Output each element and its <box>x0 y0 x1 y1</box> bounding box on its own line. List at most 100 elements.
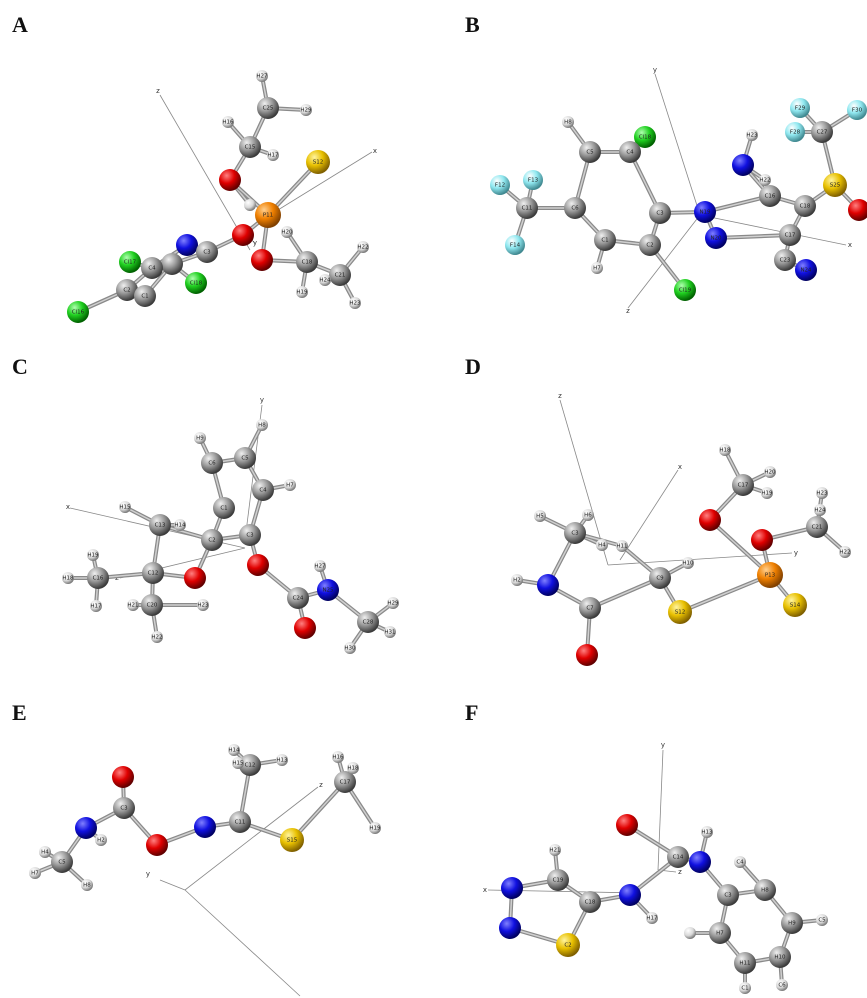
atom-label: C3 <box>120 806 128 812</box>
atom <box>251 249 273 271</box>
axis-line <box>658 750 663 870</box>
atom <box>576 644 598 666</box>
atom-label: H29 <box>300 108 312 114</box>
atom-label: C2 <box>646 243 653 249</box>
atom-label: H13 <box>276 758 288 764</box>
atom <box>619 884 641 906</box>
atom-label: Cl16 <box>72 310 85 316</box>
atom-label: H14 <box>228 748 240 754</box>
axis-label: x <box>483 886 487 894</box>
axis-label: x <box>678 463 682 471</box>
atom-label: C16 <box>765 194 776 200</box>
atom-label: C5 <box>241 456 249 462</box>
atom-label: C9 <box>656 576 664 582</box>
atom-label: H7 <box>593 266 601 272</box>
atom-label: H17 <box>646 916 658 922</box>
atom-label: H13 <box>701 830 713 836</box>
atom-label: S15 <box>287 838 298 844</box>
atom-label: C19 <box>553 878 564 884</box>
atom-label: C1 <box>601 238 608 244</box>
atom-label: C17 <box>738 483 749 489</box>
atom-label: F14 <box>510 243 521 249</box>
panel-label: E <box>12 700 27 725</box>
atom-label: F28 <box>790 130 801 136</box>
atom-label: H7 <box>31 871 39 877</box>
atom-label: C2 <box>123 288 130 294</box>
atom-label: H18 <box>62 576 74 582</box>
atom-label: C16 <box>93 576 104 582</box>
atom-label: C5 <box>818 918 826 924</box>
atom-label: F30 <box>852 108 863 114</box>
axis-line <box>655 74 700 215</box>
atom-label: N19 <box>699 210 711 216</box>
atom <box>294 617 316 639</box>
atom-label: H8 <box>761 888 769 894</box>
atom-label: C2 <box>208 538 215 544</box>
atom-label: C12 <box>148 571 159 577</box>
atom-label: H24 <box>814 508 826 514</box>
atom-label: S14 <box>790 603 801 609</box>
atom-label: C13 <box>155 523 166 529</box>
atom-label: H16 <box>332 755 344 761</box>
atom-label: C27 <box>817 130 828 136</box>
panel-label: C <box>12 354 28 379</box>
atom-label: C5 <box>586 150 594 156</box>
bond-highlight <box>590 578 660 608</box>
atom-label: C6 <box>571 206 579 212</box>
atom <box>184 567 206 589</box>
atom-label: H22 <box>759 178 770 184</box>
atom-label: C18 <box>302 260 313 266</box>
axis-line <box>620 470 678 560</box>
atom-label: H16 <box>222 120 234 126</box>
atom-label: H8 <box>83 883 91 889</box>
atom-label: C21 <box>812 525 823 531</box>
atom-label: C4 <box>736 860 744 866</box>
atom-label: C18 <box>585 900 596 906</box>
atom-label: H8 <box>564 120 572 126</box>
atom-label: H6 <box>584 513 592 519</box>
atom-label: C4 <box>148 266 156 272</box>
atom <box>112 766 134 788</box>
atom-label: P11 <box>263 213 273 219</box>
atom <box>219 169 241 191</box>
atom-label: H24 <box>319 278 331 284</box>
atom-label: C3 <box>203 250 211 256</box>
atom-label: Cl17 <box>124 260 137 266</box>
axis-label: z <box>319 781 323 789</box>
atom-label: C1 <box>141 294 148 300</box>
atom-label: H19 <box>761 491 773 497</box>
atom-label: H18 <box>719 448 731 454</box>
atom-label: C6 <box>208 461 216 467</box>
axis-label: z <box>558 392 562 400</box>
atom-label: H4 <box>41 850 49 856</box>
atom-label: H4 <box>598 543 606 549</box>
atom-label: H7 <box>286 483 294 489</box>
atom <box>176 234 198 256</box>
atom-label: H21 <box>127 603 138 609</box>
figure: AzxyH27C25H29H16C15H17S12P11C3Cl17C4Cl18… <box>0 0 867 998</box>
atom <box>161 253 183 275</box>
atom-label: H22 <box>839 550 850 556</box>
atom-label: F12 <box>495 183 505 189</box>
atom-label: H15 <box>119 505 131 511</box>
atom <box>537 574 559 596</box>
atom-label: H8 <box>258 423 266 429</box>
atom-label: C3 <box>246 533 254 539</box>
axis-label: y <box>253 239 257 247</box>
atom-label: H20 <box>764 470 776 476</box>
atom-label: H17 <box>90 604 102 610</box>
atom-label: C23 <box>780 258 791 264</box>
atom-label: H10 <box>774 955 786 961</box>
atom-label: H9 <box>196 436 204 442</box>
atom-label: C5 <box>58 860 66 866</box>
atom-label: C7 <box>586 606 594 612</box>
atom-label: H10 <box>682 561 694 567</box>
atom-label: C12 <box>245 763 256 769</box>
atom-label: H18 <box>347 766 359 772</box>
atom-label: S25 <box>830 183 841 189</box>
atom-label: F29 <box>795 106 806 112</box>
axis-label: y <box>794 549 798 557</box>
atom-label: S12 <box>313 160 324 166</box>
atom-label: Cl18 <box>190 281 203 287</box>
atom-label: C28 <box>363 620 374 626</box>
